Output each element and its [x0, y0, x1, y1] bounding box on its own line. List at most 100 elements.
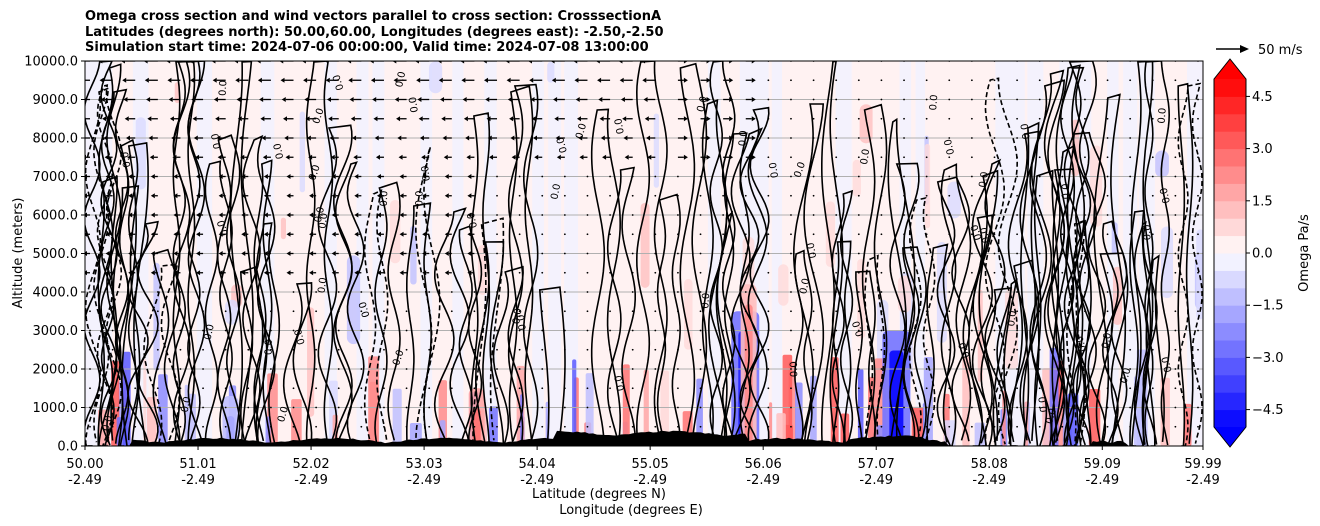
- wind-vector-dot: [993, 368, 996, 370]
- omega-contour-line: [508, 85, 534, 446]
- x-tick-label-lat: 50.00: [66, 457, 103, 472]
- wind-vector-dot: [224, 329, 227, 332]
- wind-vector-arrowhead: [196, 212, 201, 218]
- colorbar-segment: [1214, 96, 1246, 115]
- wind-vector-dot: [767, 233, 770, 236]
- wind-vector-dot: [179, 368, 182, 370]
- wind-vector-dot: [631, 194, 634, 197]
- wind-vector-arrowhead: [683, 77, 688, 83]
- contour-label: 0.0: [1020, 123, 1033, 140]
- wind-vector-dot: [450, 329, 453, 332]
- wind-vector-dot: [903, 310, 905, 313]
- wind-vector-dot: [835, 291, 838, 293]
- x-axis: 50.00-2.4951.01-2.4952.02-2.4953.03-2.49…: [66, 446, 1222, 488]
- omega-contour-line: [821, 61, 844, 446]
- wind-vector-dot: [677, 329, 679, 332]
- omega-contour-line: [100, 88, 129, 446]
- omega-contour-line: [940, 163, 972, 446]
- wind-vector-dot: [993, 329, 996, 332]
- wind-vector-dot: [1197, 233, 1199, 236]
- omega-contour-line: [635, 61, 668, 446]
- wind-vector-dot: [880, 348, 883, 351]
- wind-vector-dot: [654, 175, 657, 178]
- wind-vector-arrowhead: [467, 251, 472, 256]
- wind-vector-arrowhead: [286, 251, 291, 256]
- contour-label: 0.0: [1075, 335, 1090, 353]
- wind-vector-dot: [450, 387, 453, 390]
- wind-vector-arrowhead: [331, 212, 336, 218]
- wind-vector-dot: [925, 233, 928, 236]
- wind-vector-dot: [767, 252, 770, 255]
- colorbar-extend-min: [1214, 427, 1246, 447]
- wind-vector-dot: [586, 406, 589, 409]
- omega-contour-line: [984, 77, 1019, 446]
- wind-vector-dot: [722, 368, 725, 370]
- wind-vector-dot: [835, 387, 838, 390]
- wind-vector-arrowhead: [144, 77, 149, 83]
- wind-vector-dot: [541, 252, 544, 255]
- wind-vector-dot: [654, 252, 657, 255]
- wind-vector-dot: [993, 310, 996, 313]
- wind-vector-dot: [970, 214, 973, 216]
- wind-vector-dot: [812, 194, 815, 197]
- wind-vector-arrowhead: [304, 97, 309, 102]
- wind-vector-dot: [609, 233, 611, 236]
- wind-vector-dot: [677, 348, 679, 351]
- wind-vector-dot: [857, 214, 860, 216]
- wind-vector-dot: [903, 329, 905, 332]
- wind-vector-dot: [744, 291, 747, 293]
- wind-vector-arrowhead: [595, 61, 600, 64]
- omega-contour-line: [908, 197, 936, 446]
- omega-contour-line: [1033, 169, 1060, 446]
- wind-vector-dot: [1197, 329, 1199, 332]
- x-tick-label-lat: 54.04: [519, 457, 556, 472]
- wind-vector-arrowhead: [374, 135, 379, 141]
- x-tick-label-lon: -2.49: [859, 473, 893, 488]
- wind-vector-dot: [1197, 137, 1199, 139]
- omega-contour-line: [864, 254, 886, 446]
- wind-vector-arrowhead: [376, 212, 381, 218]
- wind-vector-dot: [1084, 252, 1086, 255]
- wind-vector-dot: [586, 310, 589, 313]
- wind-vector-dot: [722, 387, 725, 390]
- wind-vector-arrowhead: [150, 174, 155, 179]
- wind-vector-arrowhead: [236, 97, 241, 102]
- quiver-key-label: 50 m/s: [1258, 43, 1303, 58]
- wind-vector-dot: [654, 291, 657, 293]
- wind-vector-dot: [156, 406, 159, 409]
- wind-vector-dot: [1061, 387, 1064, 390]
- wind-vector-dot: [383, 329, 385, 332]
- wind-vector-dot: [518, 368, 521, 370]
- wind-vector-dot: [450, 425, 453, 428]
- wind-vector-dot: [111, 406, 114, 409]
- omega-contour-line: [112, 185, 141, 446]
- wind-vector-arrowhead: [105, 212, 110, 218]
- wind-vector-dot: [1038, 175, 1041, 178]
- wind-vector-dot: [1038, 252, 1041, 255]
- wind-vector-dot: [1084, 156, 1086, 159]
- wind-vector-dot: [948, 175, 951, 178]
- wind-vector-dot: [269, 425, 272, 428]
- wind-vector-arrowhead: [599, 116, 604, 122]
- wind-vector-arrowhead: [169, 116, 174, 122]
- x-tick-label-lon: -2.49: [520, 473, 554, 488]
- wind-vector-dot: [654, 214, 657, 216]
- wind-vector-dot: [563, 348, 566, 351]
- wind-vector-dot: [609, 406, 611, 409]
- colorbar-segment: [1214, 79, 1246, 97]
- contour-label: 0.0: [313, 206, 327, 224]
- wind-vector-arrowhead: [331, 231, 336, 237]
- wind-vector-dot: [247, 348, 250, 351]
- x-tick-label-lat: 51.01: [179, 457, 216, 472]
- wind-vector-arrowhead: [196, 270, 201, 276]
- wind-vector-dot: [1129, 425, 1132, 428]
- wind-vector-dot: [948, 194, 951, 197]
- omega-contour-line: [172, 61, 196, 446]
- wind-vector-arrowhead: [622, 116, 627, 122]
- wind-vector-dot: [857, 387, 860, 390]
- wind-vector-dot: [993, 79, 996, 82]
- wind-vector-dot: [292, 368, 295, 370]
- wind-vector-dot: [880, 406, 883, 409]
- field-streak: [410, 225, 417, 285]
- wind-vector-arrowhead: [467, 212, 472, 218]
